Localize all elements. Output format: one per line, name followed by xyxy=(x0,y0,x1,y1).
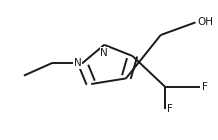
Text: OH: OH xyxy=(198,17,214,27)
Text: N: N xyxy=(100,48,108,58)
Text: F: F xyxy=(167,104,173,114)
Text: N: N xyxy=(74,58,82,68)
Text: F: F xyxy=(202,82,208,92)
